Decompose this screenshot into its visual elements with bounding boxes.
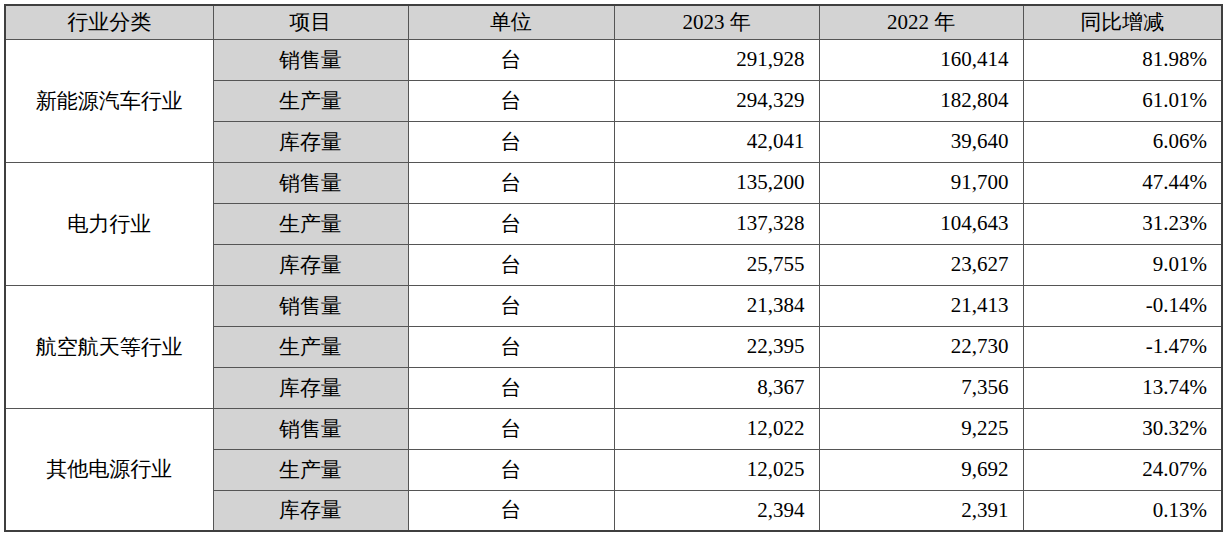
item-cell: 销售量: [213, 162, 408, 203]
item-cell: 销售量: [213, 39, 408, 80]
value-2022-cell: 160,414: [819, 39, 1023, 80]
unit-cell: 台: [408, 490, 614, 531]
unit-cell: 台: [408, 367, 614, 408]
unit-cell: 台: [408, 449, 614, 490]
item-cell: 生产量: [213, 326, 408, 367]
item-cell: 库存量: [213, 490, 408, 531]
yoy-cell: 81.98%: [1023, 39, 1222, 80]
yoy-cell: 47.44%: [1023, 162, 1222, 203]
industry-cell: 电力行业: [5, 162, 213, 285]
table-header-row: 行业分类 项目 单位 2023 年 2022 年 同比增减: [5, 5, 1222, 39]
yoy-cell: 6.06%: [1023, 121, 1222, 162]
yoy-cell: 0.13%: [1023, 490, 1222, 531]
industry-cell: 航空航天等行业: [5, 285, 213, 408]
item-cell: 库存量: [213, 121, 408, 162]
yoy-cell: -1.47%: [1023, 326, 1222, 367]
value-2023-cell: 2,394: [614, 490, 819, 531]
item-cell: 库存量: [213, 367, 408, 408]
value-2022-cell: 39,640: [819, 121, 1023, 162]
unit-cell: 台: [408, 203, 614, 244]
value-2023-cell: 8,367: [614, 367, 819, 408]
value-2022-cell: 21,413: [819, 285, 1023, 326]
value-2022-cell: 23,627: [819, 244, 1023, 285]
value-2022-cell: 9,225: [819, 408, 1023, 449]
header-cell-2022: 2022 年: [819, 5, 1023, 39]
unit-cell: 台: [408, 326, 614, 367]
table-row: 电力行业 销售量 台 135,200 91,700 47.44%: [5, 162, 1222, 203]
unit-cell: 台: [408, 39, 614, 80]
header-cell-unit: 单位: [408, 5, 614, 39]
header-cell-item: 项目: [213, 5, 408, 39]
yoy-cell: 24.07%: [1023, 449, 1222, 490]
item-cell: 生产量: [213, 203, 408, 244]
value-2022-cell: 91,700: [819, 162, 1023, 203]
unit-cell: 台: [408, 80, 614, 121]
industry-cell: 其他电源行业: [5, 408, 213, 531]
yoy-cell: 31.23%: [1023, 203, 1222, 244]
unit-cell: 台: [408, 285, 614, 326]
yoy-cell: 9.01%: [1023, 244, 1222, 285]
industry-cell: 新能源汽车行业: [5, 39, 213, 162]
header-cell-yoy: 同比增减: [1023, 5, 1222, 39]
industry-production-sales-table: 行业分类 项目 单位 2023 年 2022 年 同比增减 新能源汽车行业 销售…: [4, 4, 1223, 532]
yoy-cell: -0.14%: [1023, 285, 1222, 326]
unit-cell: 台: [408, 408, 614, 449]
table-row: 其他电源行业 销售量 台 12,022 9,225 30.32%: [5, 408, 1222, 449]
item-cell: 生产量: [213, 80, 408, 121]
value-2022-cell: 22,730: [819, 326, 1023, 367]
value-2023-cell: 22,395: [614, 326, 819, 367]
value-2023-cell: 12,022: [614, 408, 819, 449]
header-cell-2023: 2023 年: [614, 5, 819, 39]
value-2023-cell: 12,025: [614, 449, 819, 490]
item-cell: 销售量: [213, 408, 408, 449]
value-2023-cell: 137,328: [614, 203, 819, 244]
value-2023-cell: 21,384: [614, 285, 819, 326]
value-2023-cell: 294,329: [614, 80, 819, 121]
value-2023-cell: 25,755: [614, 244, 819, 285]
value-2023-cell: 135,200: [614, 162, 819, 203]
yoy-cell: 13.74%: [1023, 367, 1222, 408]
item-cell: 销售量: [213, 285, 408, 326]
unit-cell: 台: [408, 162, 614, 203]
value-2022-cell: 104,643: [819, 203, 1023, 244]
value-2022-cell: 9,692: [819, 449, 1023, 490]
value-2022-cell: 182,804: [819, 80, 1023, 121]
value-2023-cell: 291,928: [614, 39, 819, 80]
table-row: 新能源汽车行业 销售量 台 291,928 160,414 81.98%: [5, 39, 1222, 80]
unit-cell: 台: [408, 244, 614, 285]
table-container: 行业分类 项目 单位 2023 年 2022 年 同比增减 新能源汽车行业 销售…: [0, 0, 1227, 532]
yoy-cell: 61.01%: [1023, 80, 1222, 121]
value-2022-cell: 2,391: [819, 490, 1023, 531]
table-row: 航空航天等行业 销售量 台 21,384 21,413 -0.14%: [5, 285, 1222, 326]
header-cell-industry: 行业分类: [5, 5, 213, 39]
unit-cell: 台: [408, 121, 614, 162]
item-cell: 生产量: [213, 449, 408, 490]
item-cell: 库存量: [213, 244, 408, 285]
value-2023-cell: 42,041: [614, 121, 819, 162]
yoy-cell: 30.32%: [1023, 408, 1222, 449]
value-2022-cell: 7,356: [819, 367, 1023, 408]
